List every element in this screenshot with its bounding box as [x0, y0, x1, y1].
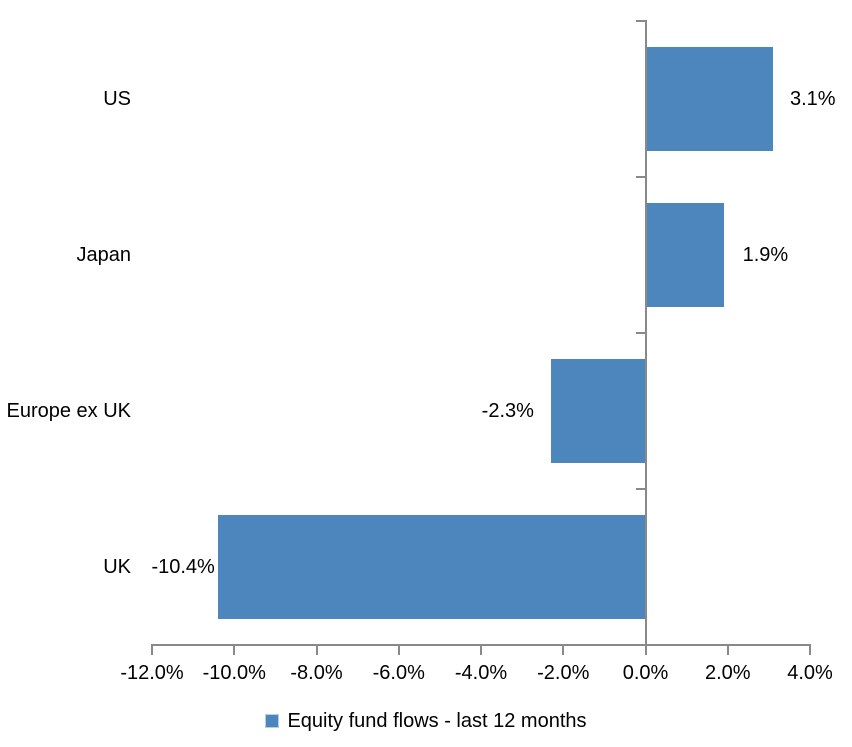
category-label-japan: Japan [76, 244, 132, 266]
x-axis-tick-label: -4.0% [454, 662, 508, 684]
y-axis-tick [635, 20, 645, 22]
x-axis-tick-label: -12.0% [120, 662, 184, 684]
x-axis-tick [233, 646, 236, 655]
x-axis-tick [809, 646, 811, 655]
x-axis-tick [726, 646, 729, 655]
x-axis-tick-label: -10.0% [202, 662, 266, 684]
data-label-japan: 1.9% [742, 244, 789, 266]
x-axis-tick-label: 0.0% [622, 662, 669, 684]
legend-label: Equity fund flows - last 12 months [287, 709, 587, 732]
category-label-uk: UK [103, 556, 131, 578]
bar-uk [217, 515, 646, 619]
x-axis-tick [562, 646, 565, 655]
y-axis-line [644, 20, 647, 646]
data-label-europe-ex-uk: -2.3% [481, 400, 534, 422]
bar-europe-ex-uk [550, 359, 646, 463]
x-axis-line [151, 644, 811, 646]
x-axis-tick-label: 2.0% [704, 662, 751, 684]
bar-us [645, 47, 773, 151]
x-axis-tick [315, 646, 318, 655]
data-label-us: 3.1% [789, 88, 836, 110]
legend-swatch-icon [265, 714, 280, 728]
category-label-us: US [103, 88, 131, 110]
x-axis-tick-label: -6.0% [372, 662, 425, 684]
x-axis-tick-label: -2.0% [537, 662, 590, 684]
x-axis-tick-label: -8.0% [290, 662, 343, 684]
y-axis-tick [635, 488, 645, 490]
y-axis-tick [635, 176, 645, 178]
data-label-uk: -10.4% [151, 556, 215, 578]
x-axis-tick-label: 4.0% [787, 662, 833, 684]
y-axis-tick [635, 332, 645, 334]
bar-japan [645, 203, 724, 307]
x-axis-tick [397, 646, 400, 655]
legend: Equity fund flows - last 12 months [0, 707, 852, 735]
x-axis-tick [151, 646, 153, 655]
x-axis-tick [480, 646, 482, 655]
category-label-europe-ex-uk: Europe ex UK [6, 400, 131, 422]
x-axis-tick [644, 646, 647, 655]
